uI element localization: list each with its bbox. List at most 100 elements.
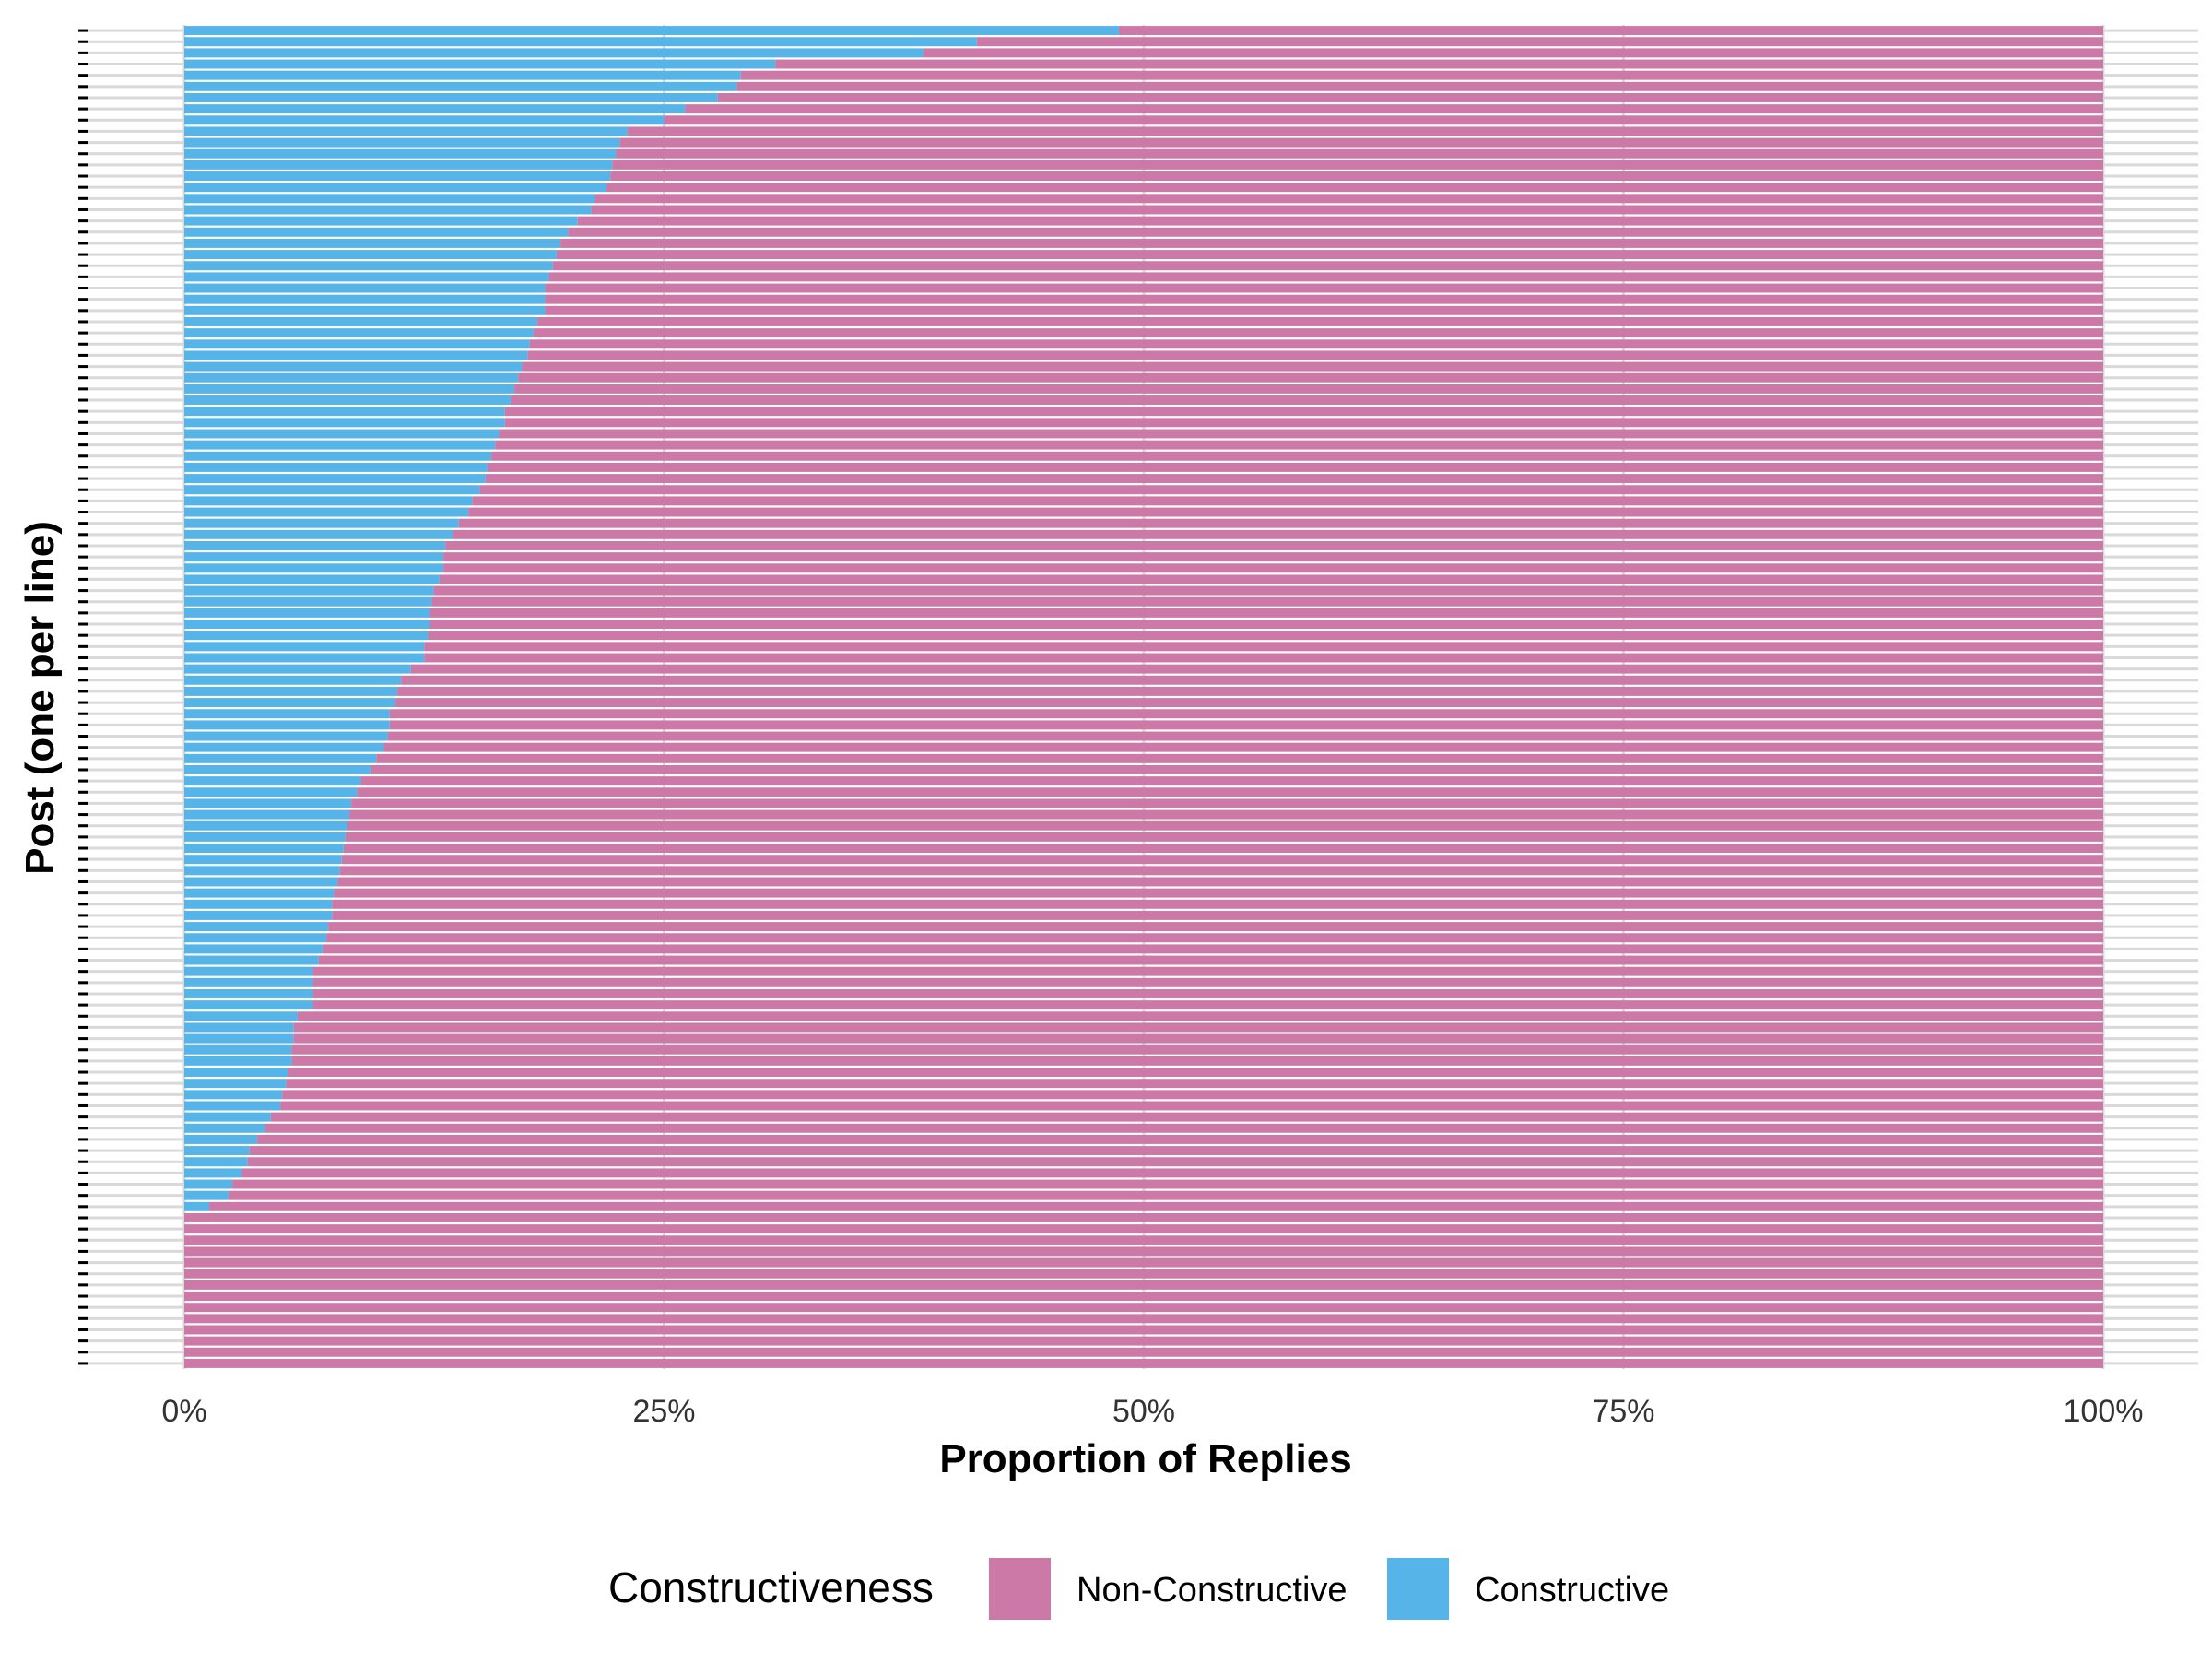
bar-constructive — [184, 1201, 210, 1211]
bar-constructive — [184, 361, 523, 372]
bar-non-constructive — [491, 451, 2103, 461]
bar-constructive — [184, 372, 519, 383]
bar-constructive — [184, 1146, 250, 1156]
bar-non-constructive — [458, 518, 2103, 528]
bar-constructive — [184, 888, 335, 898]
bar-non-constructive — [387, 731, 2103, 741]
bar-non-constructive — [357, 787, 2103, 797]
bar-non-constructive — [347, 820, 2104, 831]
x-tick-label: 50% — [1112, 1394, 1175, 1429]
bar-non-constructive — [395, 698, 2103, 708]
bar-constructive — [184, 977, 313, 987]
bar-non-constructive — [184, 1292, 2103, 1302]
bar-non-constructive — [453, 529, 2104, 539]
bar-constructive — [184, 877, 338, 887]
x-tick-label: 75% — [1592, 1394, 1654, 1429]
bar-constructive — [184, 764, 371, 774]
bar-non-constructive — [664, 115, 2103, 125]
bar-non-constructive — [923, 48, 2103, 58]
bar-non-constructive — [184, 1269, 2103, 1279]
bar-non-constructive — [280, 1101, 2104, 1111]
bar-non-constructive — [487, 462, 2103, 472]
legend-swatch-non-constructive — [989, 1558, 1051, 1620]
bar-non-constructive — [291, 1044, 2103, 1055]
bar-constructive — [184, 104, 686, 114]
bar-non-constructive — [257, 1134, 2104, 1144]
bar-non-constructive — [518, 372, 2103, 383]
bar-non-constructive — [616, 148, 2104, 159]
bar-constructive — [184, 552, 444, 562]
bar-non-constructive — [312, 966, 2103, 976]
bar-constructive — [184, 1068, 288, 1078]
bar-constructive — [184, 305, 546, 315]
bar-constructive — [184, 1011, 298, 1021]
bar-constructive — [184, 1179, 233, 1189]
bar-constructive — [184, 698, 396, 708]
bar-non-constructive — [522, 361, 2103, 372]
bar-non-constructive — [428, 631, 2103, 641]
bar-non-constructive — [184, 1303, 2103, 1313]
bar-non-constructive — [293, 1033, 2103, 1044]
bar-constructive — [184, 620, 430, 630]
bar-non-constructive — [976, 37, 2103, 47]
bar-non-constructive — [443, 563, 2103, 573]
bar-non-constructive — [312, 1000, 2103, 1010]
bar-constructive — [184, 272, 549, 282]
y-ticks-layer — [78, 29, 88, 1365]
bar-non-constructive — [560, 238, 2103, 248]
bar-constructive — [184, 485, 480, 495]
bar-non-constructive — [685, 104, 2103, 114]
bar-constructive — [184, 37, 977, 47]
bar-non-constructive — [286, 1079, 2104, 1089]
bar-constructive — [184, 384, 515, 394]
bar-constructive — [184, 574, 440, 584]
bar-constructive — [184, 809, 350, 820]
bar-non-constructive — [472, 496, 2103, 506]
bar-non-constructive — [627, 126, 2103, 136]
bar-constructive — [184, 899, 333, 909]
bar-constructive — [184, 316, 538, 326]
bar-constructive — [184, 631, 429, 641]
bar-non-constructive — [545, 305, 2103, 315]
bar-constructive — [184, 709, 390, 719]
bar-constructive — [184, 26, 1119, 36]
bar-non-constructive — [341, 855, 2103, 865]
bar-constructive — [184, 664, 411, 674]
bar-non-constructive — [717, 92, 2103, 102]
bar-non-constructive — [389, 709, 2104, 719]
bar-non-constructive — [504, 418, 2103, 428]
bar-constructive — [184, 294, 546, 304]
bar-non-constructive — [232, 1179, 2103, 1189]
bar-constructive — [184, 529, 453, 539]
bar-non-constructive — [297, 1011, 2103, 1021]
bar-constructive — [184, 474, 486, 484]
bar-non-constructive — [736, 81, 2104, 91]
grid-layer — [78, 25, 2198, 1369]
bar-non-constructive — [529, 339, 2103, 349]
bar-constructive — [184, 1168, 242, 1178]
bar-non-constructive — [291, 1056, 2103, 1066]
bar-non-constructive — [410, 664, 2103, 674]
bar-non-constructive — [424, 642, 2103, 652]
bar-constructive — [184, 418, 505, 428]
bar-non-constructive — [504, 407, 2103, 417]
bar-constructive — [184, 339, 530, 349]
x-tick-label: 100% — [2064, 1394, 2144, 1429]
bar-non-constructive — [343, 844, 2103, 854]
x-tick-label: 0% — [161, 1394, 206, 1429]
bar-constructive — [184, 596, 432, 607]
bar-constructive — [184, 238, 561, 248]
bar-constructive — [184, 1112, 271, 1122]
bar-non-constructive — [351, 798, 2103, 808]
bar-non-constructive — [360, 776, 2104, 786]
bar-constructive — [184, 787, 358, 797]
bar-constructive — [184, 171, 611, 182]
bar-non-constructive — [241, 1168, 2104, 1178]
bar-constructive — [184, 731, 388, 741]
bar-non-constructive — [339, 866, 2104, 876]
bar-constructive — [184, 1090, 283, 1100]
bar-constructive — [184, 194, 595, 204]
bar-constructive — [184, 1101, 281, 1111]
bar-constructive — [184, 832, 346, 842]
